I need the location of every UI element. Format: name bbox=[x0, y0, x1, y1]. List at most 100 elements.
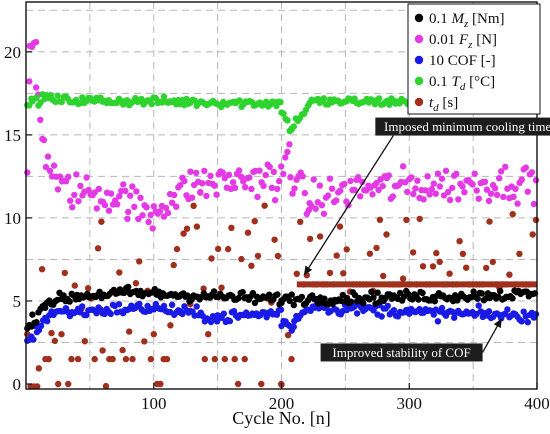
point-cof bbox=[30, 336, 37, 343]
point-fz bbox=[389, 193, 397, 200]
point-fz bbox=[246, 174, 253, 181]
point-fz bbox=[193, 169, 200, 177]
point-fz bbox=[351, 186, 358, 194]
point-fz bbox=[301, 189, 308, 197]
point-td_time bbox=[271, 236, 278, 243]
annotation-box bbox=[320, 343, 483, 362]
point-fz bbox=[83, 174, 90, 181]
point-fz bbox=[107, 190, 115, 197]
point-td_time bbox=[65, 380, 72, 388]
point-fz bbox=[124, 215, 131, 222]
y-tick-label: 20 bbox=[4, 43, 21, 62]
point-td_time bbox=[288, 355, 295, 363]
point-fz bbox=[512, 185, 519, 192]
point-fz bbox=[324, 192, 332, 199]
point-fz bbox=[150, 203, 157, 210]
point-fz bbox=[145, 218, 152, 226]
point-td_time bbox=[218, 284, 225, 291]
annotation-arrow bbox=[303, 135, 394, 276]
point-fz bbox=[337, 187, 344, 194]
point-mz bbox=[347, 298, 355, 305]
point-td_time bbox=[274, 252, 282, 260]
point-td_time bbox=[506, 271, 513, 278]
point-fz bbox=[71, 191, 78, 199]
point-td_time bbox=[254, 252, 262, 260]
point-cof bbox=[438, 304, 446, 312]
point-fz bbox=[116, 193, 123, 200]
point-fz bbox=[530, 200, 538, 208]
point-fz bbox=[274, 185, 281, 193]
point-td_time bbox=[61, 269, 68, 277]
point-cof bbox=[213, 318, 221, 325]
point-fz bbox=[135, 215, 142, 223]
point-td_time bbox=[55, 380, 62, 388]
point-fz bbox=[67, 197, 74, 204]
point-mz bbox=[210, 288, 218, 295]
point-td_time bbox=[34, 383, 41, 390]
point-td_temp bbox=[236, 97, 243, 104]
point-td_time bbox=[516, 250, 523, 257]
point-td_time bbox=[183, 225, 191, 232]
point-fz bbox=[410, 190, 417, 198]
point-td_time bbox=[409, 249, 417, 256]
point-mz bbox=[298, 293, 306, 301]
annotations: Imposed minimum cooling time delay Improv… bbox=[303, 117, 550, 362]
point-td_time bbox=[284, 332, 292, 339]
point-td_time bbox=[399, 275, 407, 282]
point-td_temp bbox=[320, 95, 328, 102]
x-tick-label: 100 bbox=[141, 394, 167, 413]
point-fz bbox=[42, 163, 50, 171]
point-fz bbox=[485, 197, 493, 205]
point-td_time bbox=[98, 218, 105, 225]
point-fz bbox=[197, 188, 204, 196]
point-fz bbox=[139, 212, 146, 219]
point-td_time bbox=[116, 269, 123, 276]
point-mz bbox=[42, 304, 49, 311]
point-fz bbox=[254, 193, 261, 201]
point-mz bbox=[274, 291, 281, 298]
point-fz bbox=[260, 182, 267, 190]
point-mz bbox=[370, 294, 377, 301]
point-td_temp bbox=[152, 94, 159, 102]
point-fz bbox=[125, 208, 132, 216]
point-cof bbox=[136, 300, 143, 308]
point-fz bbox=[375, 186, 382, 194]
legend-marker-td_temp bbox=[414, 76, 424, 86]
point-mz bbox=[474, 295, 481, 302]
legend-marker-cof bbox=[414, 55, 424, 65]
legend-label-mz: 0.1 Mz [Nm] bbox=[429, 11, 505, 30]
point-fz bbox=[201, 167, 208, 175]
point-fz bbox=[160, 213, 168, 220]
point-td_time bbox=[200, 285, 207, 292]
point-fz bbox=[242, 184, 249, 191]
point-fz bbox=[284, 148, 291, 156]
point-td_time bbox=[532, 216, 540, 224]
point-fz bbox=[164, 209, 172, 217]
point-fz bbox=[461, 189, 468, 196]
point-td_time bbox=[119, 346, 126, 354]
point-fz bbox=[483, 186, 491, 193]
point-fz bbox=[518, 176, 525, 183]
point-fz bbox=[414, 177, 421, 184]
legend-marker-td_time bbox=[414, 97, 424, 107]
point-fz bbox=[187, 168, 194, 175]
point-td_time bbox=[336, 223, 344, 230]
point-td_time bbox=[376, 216, 384, 223]
point-fz bbox=[168, 199, 176, 206]
point-cof bbox=[430, 311, 437, 318]
x-tick-label: 400 bbox=[524, 394, 550, 413]
point-fz bbox=[312, 205, 319, 212]
x-tick-label: 300 bbox=[397, 394, 423, 413]
point-td_time bbox=[529, 231, 536, 238]
point-td_time bbox=[173, 245, 181, 253]
point-td_time bbox=[136, 258, 143, 265]
point-td_temp bbox=[54, 92, 61, 99]
point-fz bbox=[225, 171, 233, 178]
point-mz bbox=[249, 289, 257, 297]
point-fz bbox=[120, 181, 127, 188]
point-fz bbox=[471, 170, 478, 177]
point-fz bbox=[156, 208, 164, 215]
point-fz bbox=[328, 185, 336, 192]
point-td_time bbox=[483, 264, 490, 272]
